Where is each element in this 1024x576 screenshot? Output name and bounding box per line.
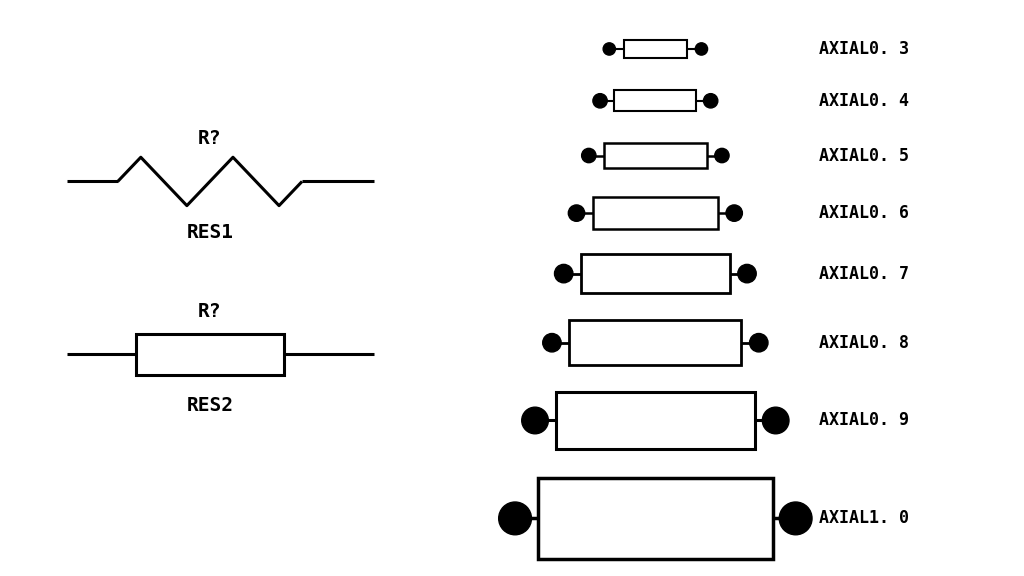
Bar: [569, 320, 741, 365]
Ellipse shape: [568, 205, 585, 221]
Bar: [582, 254, 729, 293]
Ellipse shape: [695, 43, 708, 55]
Text: AXIAL0. 3: AXIAL0. 3: [819, 40, 909, 58]
Text: AXIAL0. 9: AXIAL0. 9: [819, 411, 909, 430]
Ellipse shape: [499, 502, 531, 535]
Ellipse shape: [703, 94, 718, 108]
Ellipse shape: [555, 264, 573, 283]
Bar: [614, 90, 696, 111]
Ellipse shape: [603, 43, 615, 55]
Bar: [593, 197, 718, 229]
Text: AXIAL1. 0: AXIAL1. 0: [819, 509, 909, 528]
Bar: [555, 392, 756, 449]
Ellipse shape: [593, 94, 607, 108]
Text: R?: R?: [199, 302, 221, 321]
Bar: [624, 40, 687, 58]
Bar: [135, 334, 284, 375]
Ellipse shape: [521, 407, 549, 434]
Text: RES1: RES1: [186, 223, 233, 242]
Ellipse shape: [726, 205, 742, 221]
Text: AXIAL0. 5: AXIAL0. 5: [819, 146, 909, 165]
Text: AXIAL0. 7: AXIAL0. 7: [819, 264, 909, 283]
Ellipse shape: [543, 334, 561, 352]
Ellipse shape: [582, 149, 596, 162]
Ellipse shape: [737, 264, 756, 283]
Ellipse shape: [779, 502, 812, 535]
Text: AXIAL0. 4: AXIAL0. 4: [819, 92, 909, 110]
Ellipse shape: [762, 407, 790, 434]
Text: AXIAL0. 6: AXIAL0. 6: [819, 204, 909, 222]
Bar: [538, 478, 773, 559]
Ellipse shape: [750, 334, 768, 352]
Text: R?: R?: [199, 129, 221, 148]
Text: RES2: RES2: [186, 396, 233, 415]
Ellipse shape: [715, 149, 729, 162]
Bar: [604, 143, 707, 169]
Text: AXIAL0. 8: AXIAL0. 8: [819, 334, 909, 352]
